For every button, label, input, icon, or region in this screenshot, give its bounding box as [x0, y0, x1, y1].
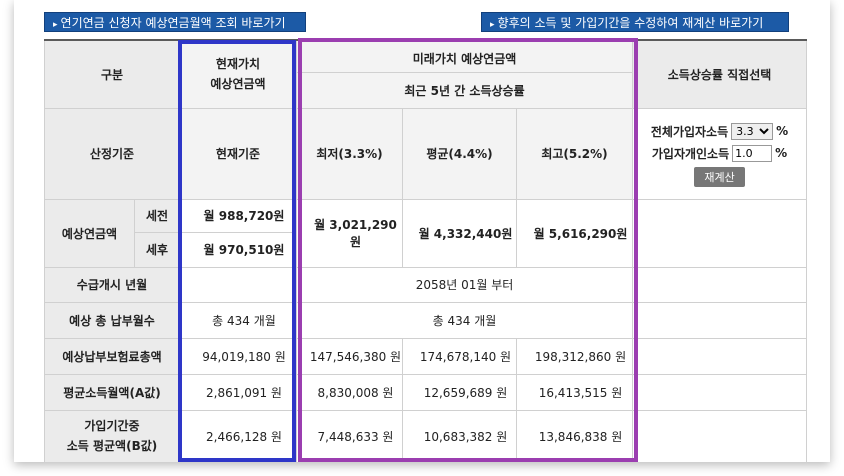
recalc-button[interactable]: 재계산	[694, 167, 745, 187]
high-rate-label: 최고(5.2%)	[515, 107, 634, 200]
expected-pension-label: 예상연금액	[44, 198, 135, 268]
empty-cell	[632, 266, 808, 303]
a-value-high: 16,413,515 원	[515, 373, 634, 411]
basis-label: 산정기준	[44, 107, 180, 200]
b-value-present: 2,466,128 원	[179, 409, 297, 463]
a-value-avg: 12,659,689 원	[402, 373, 517, 411]
b-value-label-line2: 소득 평균액(B값)	[66, 439, 158, 453]
total-months-present: 총 434 개월	[179, 301, 297, 339]
arrow-right-icon: ▸	[490, 20, 495, 30]
b-value-avg: 10,683,382 원	[402, 409, 517, 463]
recalc-modify-label: 향후의 소득 및 가입기간을 수정하여 재계산 바로가기	[497, 16, 764, 30]
premium-low: 147,546,380 원	[296, 337, 403, 375]
start-date-value: 2058년 01월 부터	[295, 266, 634, 303]
recalc-modify-button[interactable]: ▸ 향후의 소득 및 가입기간을 수정하여 재계산 바로가기	[481, 12, 789, 32]
pension-inquiry-button[interactable]: ▸ 연기연금 신청자 예상연금월액 조회 바로가기	[44, 12, 306, 32]
present-value-header: 현재가치 예상연금액	[179, 39, 297, 109]
post-tax-label: 세후	[134, 231, 180, 268]
all-income-label: 전체가입자소득	[650, 124, 729, 139]
personal-income-input[interactable]	[732, 144, 773, 162]
empty-cell	[632, 409, 808, 463]
future-avg-value: 월 4,332,440원	[402, 198, 517, 268]
start-date-label: 수급개시 년월	[44, 266, 180, 303]
total-months-future: 총 434 개월	[295, 301, 634, 339]
pension-inquiry-label: 연기연금 신청자 예상연금월액 조회 바로가기	[60, 16, 286, 30]
category-header: 구분	[44, 39, 180, 109]
all-income-select[interactable]: 3.3	[731, 122, 774, 140]
b-value-low: 7,448,633 원	[296, 409, 403, 463]
avg-rate-label: 평균(4.4%)	[402, 107, 517, 200]
present-pre-tax-value: 월 988,720원	[179, 198, 297, 233]
pension-table: 구분 현재가치 예상연금액 미래가치 예상연금액 소득상승률 직접선택 최근 5…	[44, 39, 808, 463]
empty-cell	[179, 266, 297, 303]
future-low-value: 월 3,021,290원	[296, 198, 403, 268]
future-high-value: 월 5,616,290원	[515, 198, 634, 268]
personal-income-label: 가입자개인소득	[651, 146, 730, 161]
empty-cell	[632, 301, 808, 339]
premium-present: 94,019,180 원	[179, 337, 297, 375]
a-value-label: 평균소득월액(A값)	[44, 373, 180, 411]
direct-select-panel: 전체가입자소득 3.3 % 가입자개인소득 % 재계산	[632, 107, 808, 200]
b-value-label: 가입기간중 소득 평균액(B값)	[44, 409, 180, 463]
present-basis-label: 현재기준	[179, 107, 297, 200]
percent-sign: %	[775, 146, 788, 160]
empty-cell	[632, 337, 808, 375]
income-growth-header: 최근 5년 간 소득상승률	[295, 71, 634, 109]
direct-select-header: 소득상승률 직접선택	[632, 39, 808, 109]
present-post-tax-value: 월 970,510원	[179, 231, 297, 268]
premium-high: 198,312,860 원	[515, 337, 634, 375]
a-value-present: 2,861,091 원	[179, 373, 297, 411]
b-value-label-line1: 가입기간중	[84, 419, 140, 433]
arrow-right-icon: ▸	[53, 20, 58, 30]
percent-sign: %	[776, 124, 789, 138]
premium-total-label: 예상납부보험료총액	[44, 337, 180, 375]
total-months-label: 예상 총 납부월수	[44, 301, 180, 339]
premium-avg: 174,678,140 원	[402, 337, 517, 375]
empty-cell	[632, 198, 808, 268]
future-value-header: 미래가치 예상연금액	[295, 39, 634, 73]
low-rate-label: 최저(3.3%)	[296, 107, 403, 200]
a-value-low: 8,830,008 원	[296, 373, 403, 411]
pre-tax-label: 세전	[134, 198, 180, 233]
b-value-high: 13,846,838 원	[515, 409, 634, 463]
empty-cell	[632, 373, 808, 411]
